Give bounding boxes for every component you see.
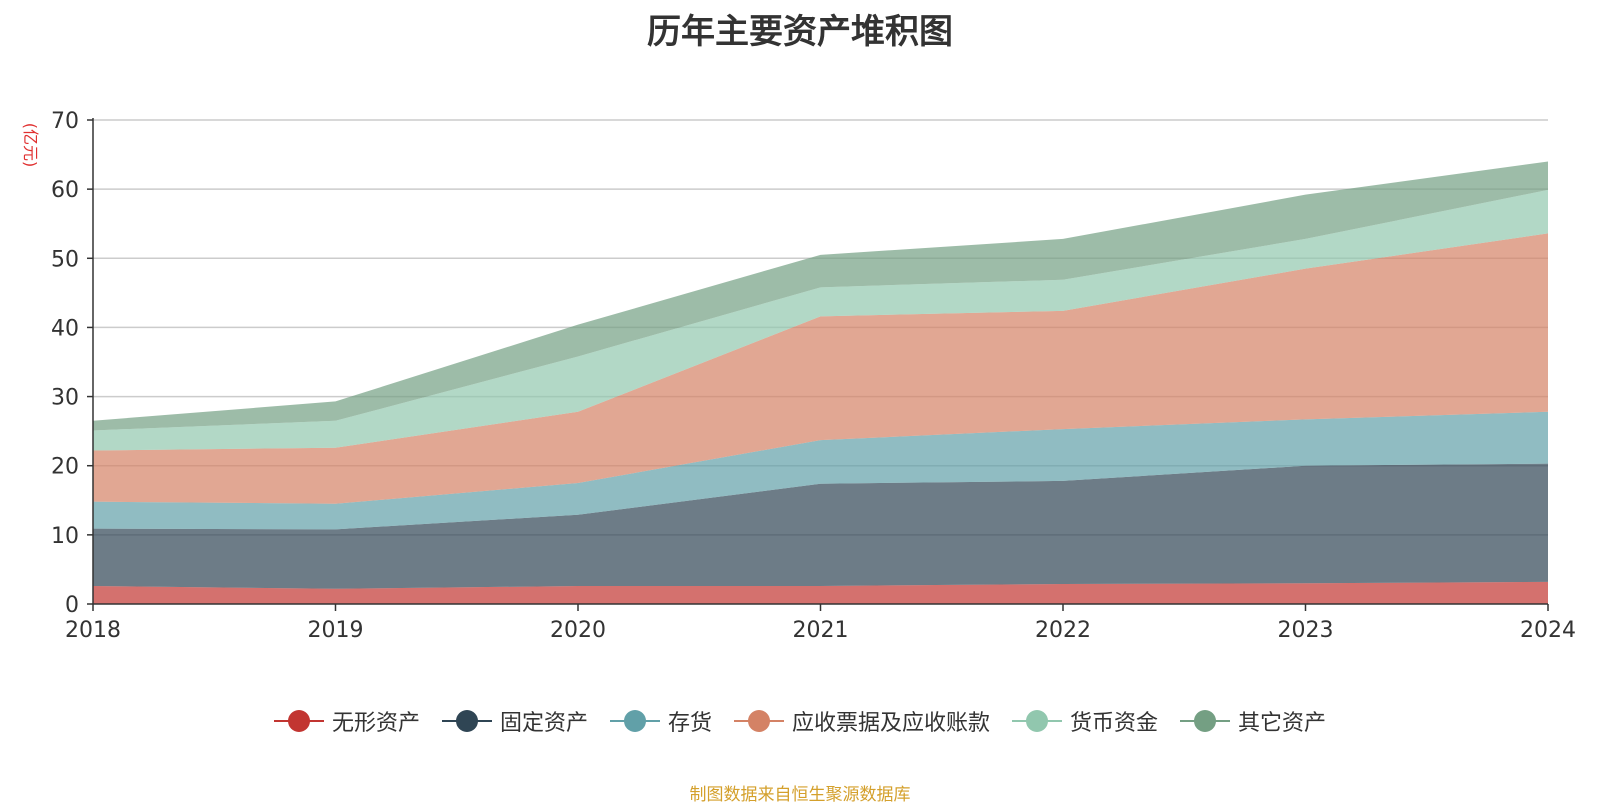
y-tick-label: 70 bbox=[51, 109, 79, 134]
legend-item-0[interactable]: 无形资产 bbox=[273, 705, 420, 737]
x-tick-label: 2018 bbox=[65, 618, 121, 643]
legend: 无形资产 固定资产 存货 应收票据及应收账款 货币资金 其它资产 bbox=[0, 705, 1600, 737]
axes: 0 10 20 30 40 50 60 70 2018 2019 2020 2021 2022 2023 2… bbox=[51, 109, 1576, 643]
area-series-3 bbox=[93, 233, 1548, 504]
legend-item-4[interactable]: 货币资金 bbox=[1012, 705, 1158, 737]
y-tick-label: 10 bbox=[51, 524, 79, 549]
area-series-1 bbox=[93, 463, 1548, 589]
stacked-areas bbox=[93, 161, 1548, 604]
legend-marker-icon bbox=[441, 709, 492, 733]
legend-marker-icon bbox=[609, 709, 660, 733]
legend-item-3[interactable]: 应收票据及应收账款 bbox=[734, 705, 990, 737]
legend-marker-icon bbox=[1180, 709, 1231, 733]
y-tick-label: 40 bbox=[51, 316, 79, 341]
x-tick-label: 2020 bbox=[550, 618, 606, 643]
y-tick-label: 0 bbox=[65, 593, 79, 618]
legend-label: 无形资产 bbox=[331, 711, 420, 736]
x-tick-label: 2022 bbox=[1035, 618, 1091, 643]
legend-label: 存货 bbox=[667, 711, 712, 736]
legend-marker-icon bbox=[273, 709, 324, 733]
chart-title: 历年主要资产堆积图 bbox=[647, 12, 953, 52]
area-series-2 bbox=[93, 411, 1548, 530]
legend-label: 固定资产 bbox=[499, 711, 588, 736]
y-tick-label: 50 bbox=[51, 247, 79, 272]
legend-item-1[interactable]: 固定资产 bbox=[441, 705, 588, 737]
y-axis-unit-label: (亿元) bbox=[21, 123, 40, 168]
legend-label: 其它资产 bbox=[1238, 711, 1327, 736]
legend-marker-icon bbox=[734, 709, 784, 733]
source-note: 制图数据来自恒生聚源数据库 bbox=[689, 785, 911, 805]
legend-label: 货币资金 bbox=[1070, 711, 1159, 736]
area-series-5 bbox=[93, 161, 1548, 431]
y-tick-label: 30 bbox=[51, 386, 79, 411]
x-tick-label: 2021 bbox=[793, 618, 849, 643]
legend-label: 应收票据及应收账款 bbox=[792, 711, 991, 736]
y-tick-label: 60 bbox=[51, 178, 79, 203]
legend-item-5[interactable]: 其它资产 bbox=[1180, 705, 1326, 737]
x-tick-label: 2019 bbox=[308, 618, 364, 643]
x-tick-label: 2023 bbox=[1278, 618, 1334, 643]
y-tick-label: 20 bbox=[51, 455, 79, 480]
x-tick-label: 2024 bbox=[1520, 618, 1576, 643]
legend-item-2[interactable]: 存货 bbox=[609, 705, 712, 737]
legend-marker-icon bbox=[1012, 709, 1063, 733]
